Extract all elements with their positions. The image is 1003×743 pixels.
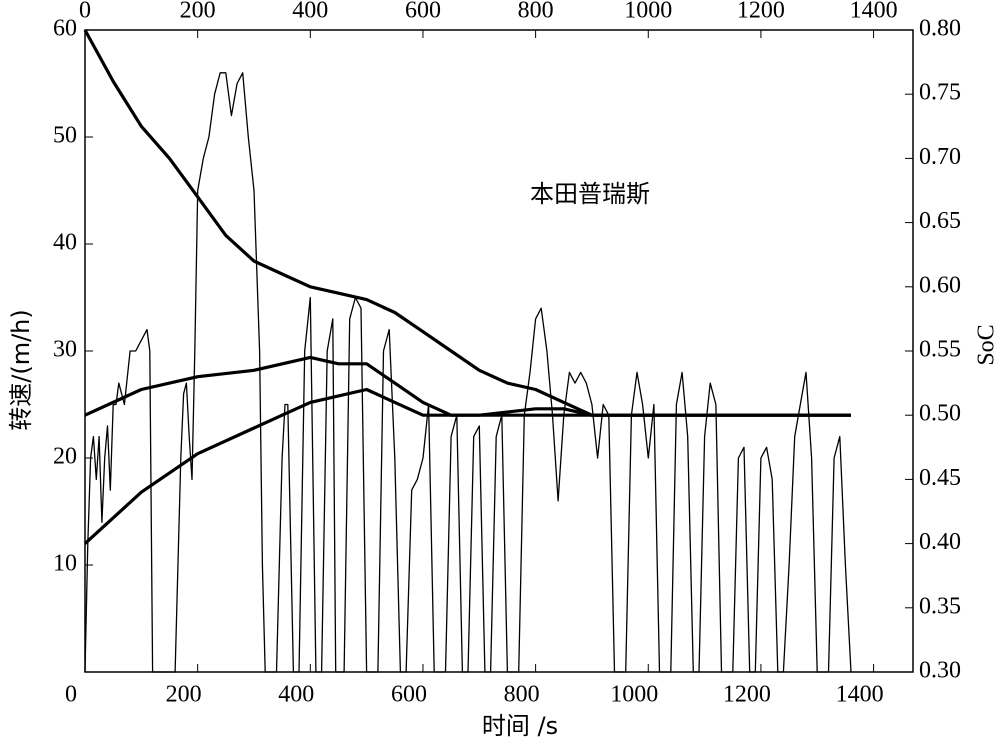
x-top-tick-label: 800: [518, 0, 554, 24]
y2-tick-label: 0.35: [919, 593, 961, 619]
x-tick-label: 600: [391, 682, 427, 708]
y-tick-label: 20: [53, 444, 77, 470]
y2-tick-label: 0.50: [919, 401, 961, 427]
y2-tick-label: 0.70: [919, 144, 961, 170]
x-top-tick-label: 200: [180, 0, 216, 24]
y2-tick-label: 0.30: [919, 658, 961, 684]
series-line: [84, 355, 851, 417]
x-tick-label: 1400: [836, 682, 884, 708]
y2-tick-label: 0.80: [919, 16, 961, 42]
y2-axis-label: SoC: [974, 324, 1000, 365]
y-tick-label: 30: [53, 337, 77, 363]
x-tick-label: 0: [65, 682, 77, 708]
y-tick-label: 40: [53, 230, 77, 256]
x-top-tick-label: 0: [79, 0, 91, 24]
annotation: 本田普瑞斯: [530, 180, 650, 208]
x-top-tick-label: 600: [405, 0, 441, 24]
x-tick-label: 200: [166, 682, 202, 708]
x-top-tick-label: 1400: [850, 0, 898, 24]
x-axis-label: 时间 /s: [482, 712, 558, 740]
y-tick-label: 10: [53, 551, 77, 577]
x-top-tick-label: 400: [292, 0, 328, 24]
x-tick-label: 1200: [723, 682, 771, 708]
x-tick-label: 1000: [610, 682, 658, 708]
y-tick-label: 60: [53, 16, 77, 42]
series-line: [83, 29, 851, 417]
y2-tick-label: 0.75: [919, 80, 961, 106]
y2-tick-label: 0.45: [919, 465, 961, 491]
y2-tick-label: 0.60: [919, 272, 961, 298]
series-line: [83, 387, 851, 545]
x-top-tick-label: 1000: [624, 0, 672, 24]
y2-tick-label: 0.65: [919, 208, 961, 234]
y2-tick-label: 0.40: [919, 529, 961, 555]
series-line: [84, 72, 852, 673]
x-top-tick-label: 1200: [737, 0, 785, 24]
x-tick-label: 800: [504, 682, 540, 708]
y-axis-label: 转速/(m/h): [7, 309, 35, 431]
y2-tick-label: 0.55: [919, 337, 961, 363]
x-tick-label: 400: [278, 682, 314, 708]
y-tick-label: 50: [53, 123, 77, 149]
